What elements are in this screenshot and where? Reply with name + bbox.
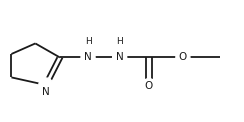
Ellipse shape [176, 51, 190, 65]
Text: N: N [42, 87, 50, 97]
Ellipse shape [81, 51, 95, 65]
Text: N: N [84, 52, 92, 62]
Text: H: H [116, 37, 123, 46]
Text: H: H [85, 37, 92, 46]
Ellipse shape [39, 78, 53, 92]
Text: O: O [179, 52, 187, 62]
Ellipse shape [113, 51, 127, 65]
Text: O: O [145, 81, 153, 91]
Ellipse shape [142, 79, 156, 93]
Text: N: N [116, 52, 123, 62]
